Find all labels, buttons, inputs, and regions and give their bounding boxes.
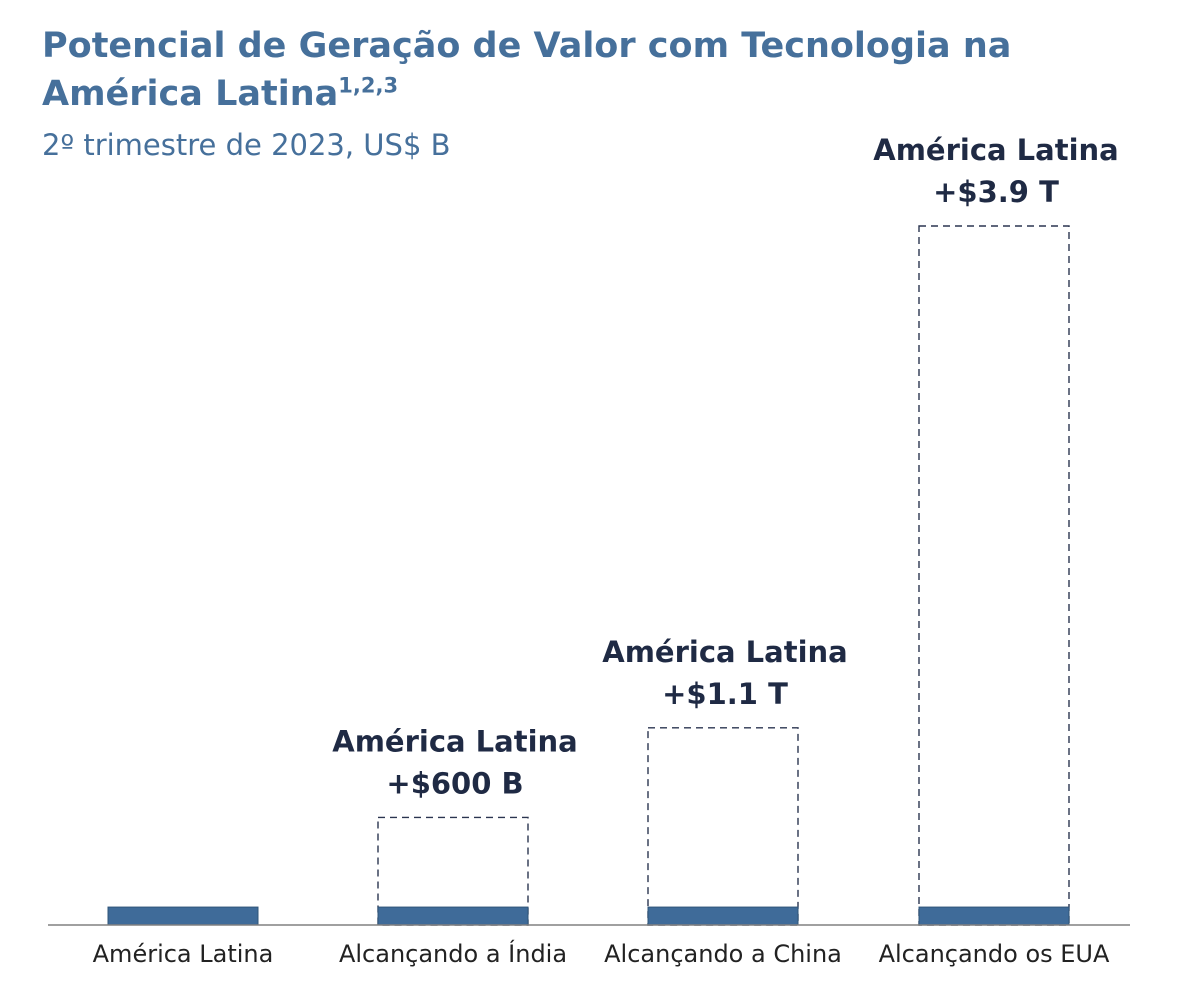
potential-bar-outline (918, 225, 1070, 926)
x-tick-label: América Latina (93, 940, 274, 968)
x-tick-label: Alcançando os EUA (879, 940, 1110, 968)
chart-subtitle: 2º trimestre de 2023, US$ B (42, 128, 451, 162)
base-bar (107, 906, 259, 926)
bar-annotation-label: América Latina (332, 724, 578, 758)
bar-annotation-value: +$3.9 T (933, 175, 1059, 209)
bar-annotation-value: +$1.1 T (662, 677, 788, 711)
bar-annotation-value: +$600 B (386, 766, 523, 800)
chart-title-text: Potencial de Geração de Valor com Tecnol… (42, 26, 1012, 114)
chart-title: Potencial de Geração de Valor com Tecnol… (42, 22, 1142, 118)
x-tick-label: Alcançando a China (604, 940, 842, 968)
potential-bar-outline (647, 727, 799, 926)
x-tick-label: Alcançando a Índia (339, 939, 567, 968)
base-bar (377, 906, 529, 926)
bar-annotation-label: América Latina (873, 133, 1119, 167)
base-bar (647, 906, 799, 926)
potential-bar-outline (377, 816, 529, 926)
base-bar (918, 906, 1070, 926)
bar-annotation-label: América Latina (602, 635, 848, 669)
chart-title-footnote-refs: 1,2,3 (338, 73, 399, 98)
